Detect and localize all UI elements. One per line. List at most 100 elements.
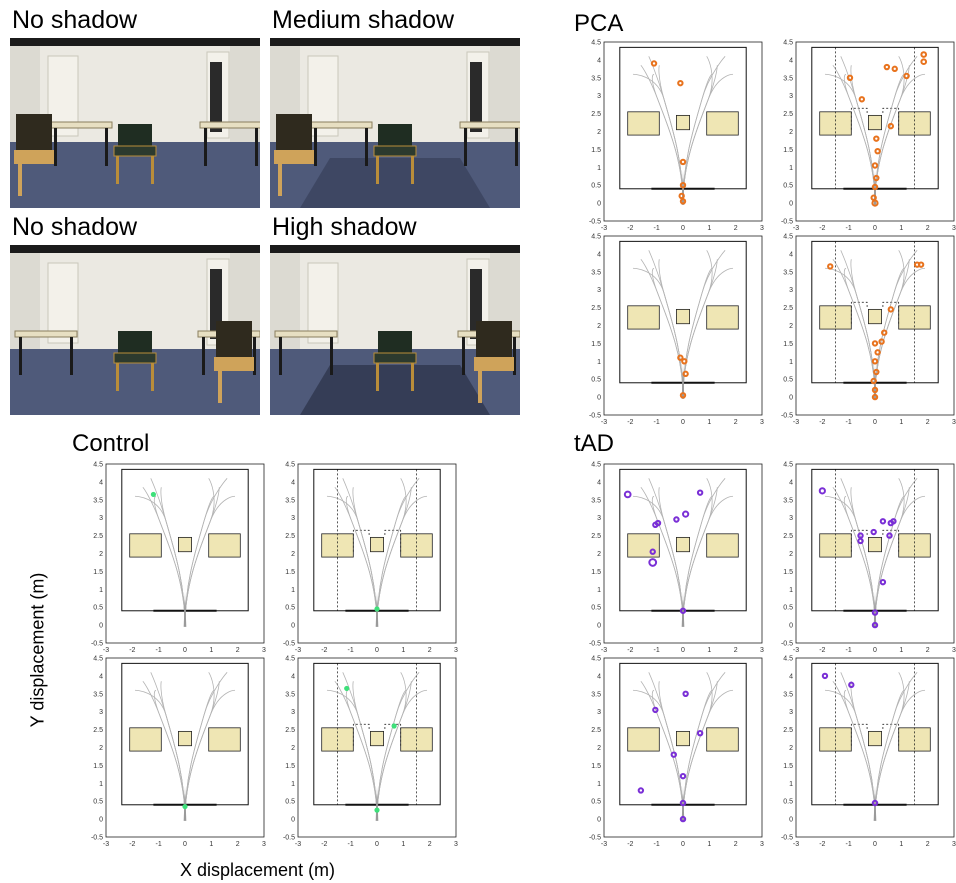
obstacle — [627, 305, 660, 330]
x-tick-label: -1 — [654, 841, 660, 848]
obstacle — [868, 536, 882, 553]
y-tick-label: 3.5 — [783, 691, 793, 698]
table-leg — [255, 128, 258, 166]
hesitation-marker — [673, 516, 680, 523]
axis-ticks: -3 -2 -1 0 1 2 3 -0.5 0 0.5 1 1.5 2 2.5 3 3.5 4 4.5 — [781, 40, 956, 233]
y-tick-label: 2.5 — [783, 111, 793, 118]
y-tick-label: 0 — [789, 201, 793, 208]
y-tick-label: 2.5 — [591, 111, 601, 118]
hesitation-marker — [879, 578, 887, 586]
x-tick-label: 1 — [707, 841, 711, 848]
table-leg — [513, 337, 516, 375]
hesitation-marker — [696, 489, 704, 496]
y-tick-label: 3.5 — [591, 497, 601, 504]
photo-title: Medium shadow — [272, 6, 455, 34]
y-tick-label: 2 — [291, 745, 295, 752]
trajectory-line — [850, 487, 876, 626]
trajectory-line — [651, 73, 684, 204]
trajectory-panel-tad-no-shadow-1: -3 -2 -1 0 1 2 3 -0.5 0 0.5 1 1.5 2 2.5 3 3.5 4 4.5 — [573, 460, 765, 655]
trajectory-line — [658, 259, 684, 398]
trajectory-line — [682, 267, 734, 398]
hesitation-marker — [920, 58, 928, 66]
table-leg — [204, 128, 207, 166]
x-tick-label: -3 — [295, 841, 301, 848]
table-leg — [279, 337, 282, 375]
y-tick-label: -0.5 — [283, 835, 295, 842]
trajectory-line — [843, 689, 876, 820]
trajectory-plot-svg: -3 -2 -1 0 1 2 3 -0.5 0 0.5 1 1.5 2 2.5 3 3.5 4 4.5 — [283, 462, 458, 655]
x-tick-label: 3 — [262, 841, 266, 848]
hesitation-marker — [150, 491, 157, 498]
doorway — [210, 62, 222, 132]
ceiling-beam — [10, 38, 260, 46]
x-tick-label: -1 — [348, 647, 354, 654]
hesitation-marker — [681, 358, 688, 365]
armchair-back — [476, 321, 512, 361]
y-tick-label: 1 — [99, 587, 103, 594]
axis-ticks: -3 -2 -1 0 1 2 3 -0.5 0 0.5 1 1.5 2 2.5 3 3.5 4 4.5 — [781, 234, 956, 427]
x-tick-label: 2 — [236, 647, 240, 654]
x-tick-label: -1 — [846, 647, 852, 654]
trajectory-line — [682, 495, 734, 626]
x-tick-label: 3 — [760, 419, 764, 426]
y-tick-label: 3 — [291, 709, 295, 716]
x-tick-label: -2 — [627, 225, 633, 232]
x-tick-label: -3 — [601, 841, 607, 848]
shadow-outline — [384, 529, 402, 552]
x-tick-label: 1 — [899, 419, 903, 426]
trajectory-line — [160, 487, 186, 626]
x-tick-label: -3 — [601, 647, 607, 654]
y-tick-label: 2.5 — [591, 727, 601, 734]
x-tick-label: 1 — [899, 225, 903, 232]
y-tick-label: 2 — [597, 129, 601, 136]
trajectory-line — [874, 495, 926, 626]
hesitation-marker — [871, 358, 879, 365]
x-tick-label: 2 — [926, 841, 930, 848]
chair-leg — [376, 363, 379, 391]
y-tick-label: 4 — [99, 479, 103, 486]
x-tick-label: 0 — [375, 841, 379, 848]
x-tick-label: -2 — [129, 647, 135, 654]
y-tick-label: 2 — [789, 323, 793, 330]
armchair-back — [276, 114, 312, 154]
y-tick-label: 0.5 — [783, 377, 793, 384]
trajectory-line — [843, 495, 876, 626]
y-tick-label: 0 — [597, 623, 601, 630]
y-tick-label: -0.5 — [91, 641, 103, 648]
y-tick-label: -0.5 — [781, 835, 793, 842]
y-tick-label: 1.5 — [93, 569, 103, 576]
trajectory-bundle — [134, 478, 236, 626]
trajectory-plot-svg: -3 -2 -1 0 1 2 3 -0.5 0 0.5 1 1.5 2 2.5 3 3.5 4 4.5 — [781, 462, 956, 655]
obstacle — [178, 536, 192, 553]
x-tick-label: 1 — [209, 841, 213, 848]
trajectory-line — [874, 689, 926, 820]
chair-leg — [151, 363, 154, 391]
y-tick-label: 1.5 — [783, 147, 793, 154]
x-tick-label: 3 — [760, 225, 764, 232]
chair-back — [118, 124, 152, 146]
hesitation-marker — [879, 518, 887, 525]
chair-back — [378, 331, 412, 353]
chair-leg — [376, 156, 379, 184]
x-tick-label: 2 — [734, 647, 738, 654]
trajectory-line — [376, 689, 428, 820]
trajectory-line — [682, 250, 726, 398]
y-tick-label: 0.5 — [783, 183, 793, 190]
hesitation-marker — [679, 607, 687, 614]
y-tick-label: 4.5 — [93, 462, 103, 469]
table-top — [199, 121, 260, 129]
door — [307, 262, 339, 344]
y-tick-label: 1 — [99, 781, 103, 788]
y-tick-label: 4.5 — [591, 40, 601, 47]
y-tick-label: 3.5 — [93, 497, 103, 504]
hesitation-marker — [871, 393, 879, 401]
axis-ticks: -3 -2 -1 0 1 2 3 -0.5 0 0.5 1 1.5 2 2.5 3 3.5 4 4.5 — [781, 462, 956, 655]
obstacle — [208, 727, 241, 752]
trajectory-plot-svg: -3 -2 -1 0 1 2 3 -0.5 0 0.5 1 1.5 2 2.5 3 3.5 4 4.5 — [91, 656, 266, 849]
trajectory-line — [658, 681, 684, 820]
y-tick-label: 3.5 — [591, 75, 601, 82]
shadow-outline — [850, 107, 868, 130]
hesitation-marker — [682, 370, 689, 378]
x-tick-label: 0 — [681, 841, 685, 848]
obstacle — [868, 730, 882, 747]
